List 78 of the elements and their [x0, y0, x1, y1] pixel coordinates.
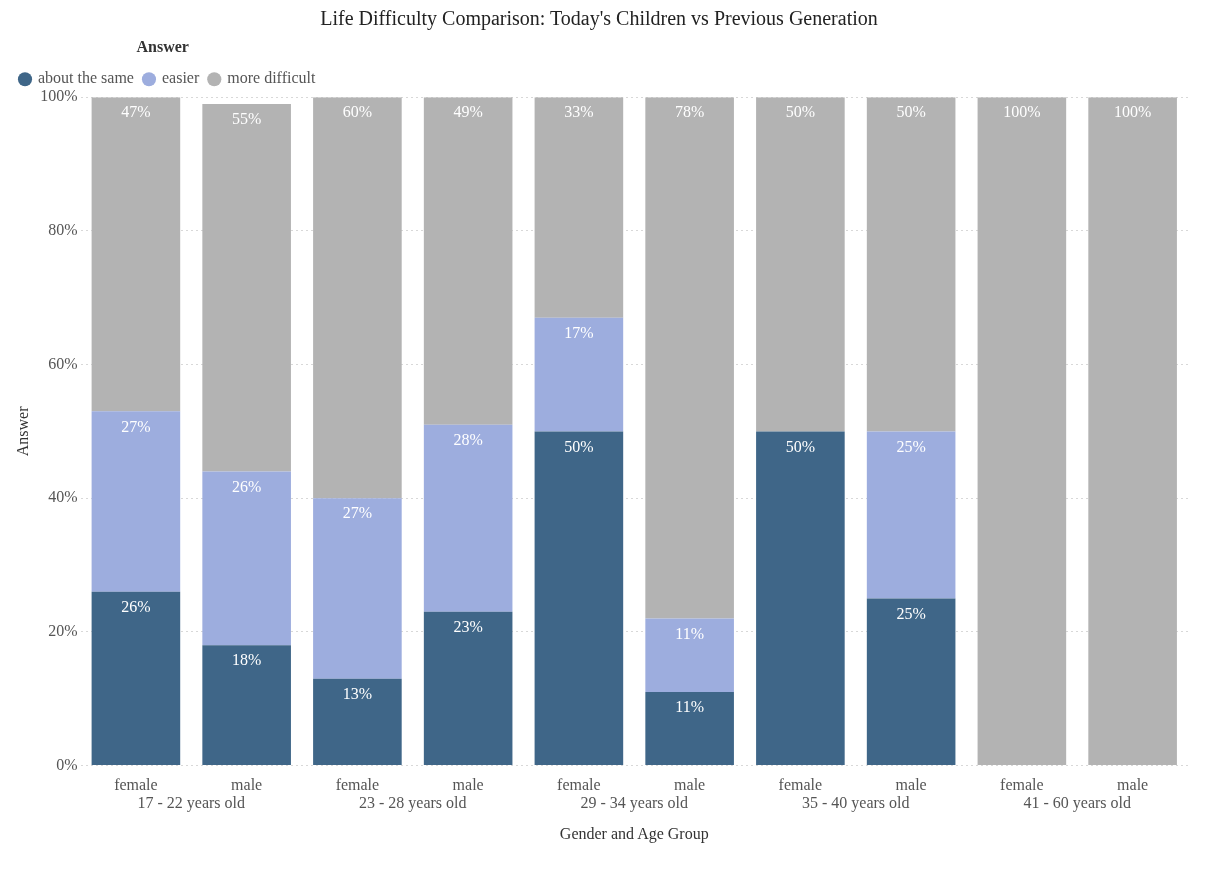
y-tick-label: 60%	[48, 354, 78, 372]
data-label: 78%	[674, 103, 705, 121]
x-tick-label: male	[452, 776, 484, 794]
bar	[866, 97, 956, 432]
bar	[645, 692, 734, 766]
bar	[313, 97, 402, 499]
data-label: 26%	[231, 477, 262, 495]
data-label: 25%	[896, 604, 926, 622]
y-tick-label: 40%	[48, 488, 78, 506]
bar	[202, 645, 291, 766]
bar	[91, 97, 181, 412]
y-tick-label: 0%	[56, 755, 78, 773]
legend-title: Answer	[136, 38, 189, 56]
data-label: 13%	[342, 684, 373, 702]
data-label: 27%	[121, 417, 151, 435]
bar	[202, 471, 291, 646]
bar	[756, 97, 845, 432]
y-tick-label: 20%	[48, 622, 78, 640]
y-tick-label: 100%	[40, 87, 78, 105]
bar	[866, 431, 956, 599]
data-label: 55%	[231, 110, 262, 128]
bar	[91, 411, 181, 592]
data-label: 27%	[342, 504, 373, 522]
y-tick-label: 80%	[48, 221, 78, 239]
text: 41 - 60 years old	[1023, 793, 1132, 812]
data-label: 28%	[453, 430, 483, 448]
legend-label: easier	[161, 69, 200, 87]
x-tick-label: female	[1000, 776, 1044, 794]
data-label: 50%	[896, 103, 926, 121]
x-tick-label: male	[895, 776, 927, 794]
x-tick-label: female	[335, 776, 380, 794]
chart-title: Life Difficulty Comparison: Today's Children vs Previous Generation	[320, 7, 878, 31]
data-label: 23%	[453, 618, 483, 636]
data-label: 50%	[564, 437, 594, 455]
data-label: 49%	[453, 103, 483, 121]
data-label: 60%	[342, 103, 373, 121]
data-label: 18%	[231, 651, 262, 669]
bar	[423, 611, 513, 766]
data-label: 100%	[1113, 103, 1152, 121]
legend-label: more difficult	[227, 69, 316, 87]
text: 23 - 28 years old	[359, 793, 467, 812]
bar	[423, 424, 513, 612]
bar	[423, 97, 513, 425]
data-label: 11%	[675, 624, 704, 642]
data-label: 50%	[785, 103, 816, 121]
data-label: 47%	[121, 103, 151, 121]
bar	[756, 431, 845, 766]
data-label: 50%	[785, 437, 816, 455]
x-tick-label: male	[1117, 776, 1149, 794]
data-label: 11%	[675, 698, 704, 716]
x-tick-label: male	[231, 776, 263, 794]
bar	[977, 97, 1067, 766]
text: 29 - 34 years old	[580, 793, 689, 812]
y-axis-title: Answer	[13, 405, 31, 457]
bar	[1088, 97, 1177, 766]
bar	[534, 97, 624, 318]
data-label: 26%	[121, 598, 151, 616]
x-tick-label: female	[778, 776, 823, 794]
x-axis-title: Gender and Age Group	[559, 824, 709, 843]
bar	[866, 598, 956, 766]
bar	[645, 97, 734, 619]
x-tick-label: female	[114, 776, 158, 794]
data-label: 17%	[564, 323, 594, 341]
bar	[645, 618, 734, 693]
bar	[202, 103, 291, 472]
bar	[91, 591, 181, 766]
bar	[313, 678, 402, 766]
legend-label: about the same	[38, 69, 134, 87]
data-label: 33%	[564, 103, 594, 121]
bar	[313, 498, 402, 679]
x-tick-label: female	[557, 776, 601, 794]
bar	[534, 431, 624, 766]
data-label: 100%	[1003, 103, 1041, 121]
text: 35 - 40 years old	[801, 793, 910, 812]
x-tick-label: male	[674, 776, 706, 794]
text: 17 - 22 years old	[137, 793, 246, 812]
data-label: 25%	[896, 437, 926, 455]
bar	[534, 317, 624, 432]
